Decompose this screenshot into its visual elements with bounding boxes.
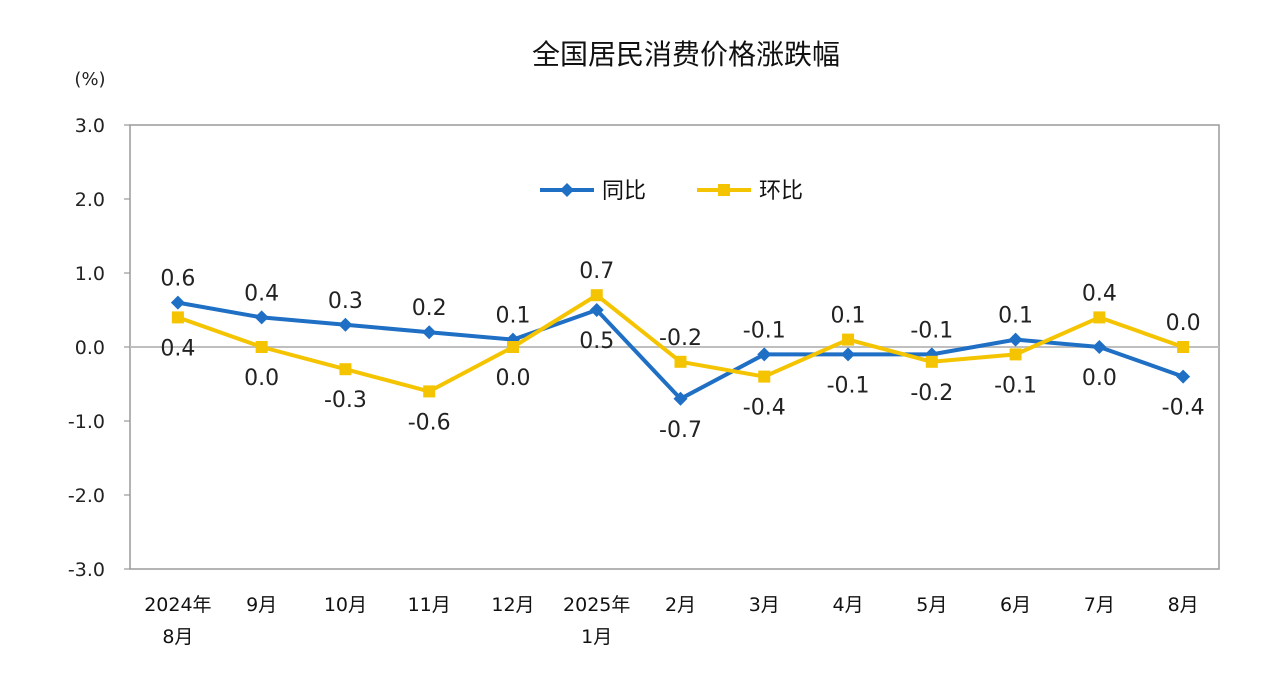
x-tick-label: 6月	[1000, 594, 1031, 616]
data-point-环比	[171, 311, 184, 324]
data-point-同比	[254, 310, 269, 325]
data-point-环比	[339, 363, 352, 376]
x-tick-label: 2025年	[563, 594, 630, 616]
data-label-环比: -0.1	[994, 373, 1037, 398]
legend: 同比 环比	[540, 179, 803, 204]
legend-marker	[560, 183, 574, 197]
data-point-环比	[506, 341, 519, 353]
data-label-同比: -0.1	[743, 318, 786, 343]
data-label-同比: 0.1	[998, 304, 1033, 329]
data-label-环比: 0.4	[1082, 281, 1117, 306]
data-label-环比: 0.1	[831, 304, 866, 329]
data-point-同比	[1008, 332, 1023, 347]
chart-title: 全国居民消费价格涨跌幅	[532, 38, 840, 71]
data-point-同比	[1092, 340, 1107, 354]
data-point-同比	[170, 295, 185, 310]
x-tick-label: 5月	[916, 594, 947, 616]
y-tick-label: -1.0	[68, 411, 105, 433]
y-tick-label: 2.0	[75, 189, 105, 211]
x-tick-label: 8月	[162, 626, 193, 648]
data-label-环比: -0.4	[743, 396, 786, 421]
legend-label: 环比	[759, 179, 803, 204]
data-point-环比	[1009, 348, 1022, 361]
data-label-同比: 0.5	[579, 329, 614, 354]
y-tick-label: 0.0	[75, 337, 105, 359]
data-label-环比: -0.2	[659, 326, 702, 351]
data-label-环比: 0.0	[495, 366, 530, 391]
y-tick-label: 1.0	[75, 263, 105, 285]
x-tick-label: 8月	[1168, 594, 1199, 616]
legend-marker	[718, 184, 730, 196]
y-axis: 3.0 2.0 1.0 0.0 -1.0 -2.0 -3.0	[68, 115, 130, 581]
y-tick-label: -3.0	[68, 559, 105, 581]
data-point-同比	[1176, 369, 1191, 384]
data-point-同比	[757, 347, 772, 362]
data-label-环比: -0.3	[324, 388, 367, 413]
data-label-同比: 0.1	[495, 304, 530, 329]
data-point-同比	[673, 391, 688, 406]
data-label-同比: 0.6	[160, 267, 195, 292]
data-point-环比	[674, 355, 687, 368]
data-label-同比: -0.1	[827, 373, 870, 398]
x-tick-label: 9月	[246, 594, 277, 616]
data-point-环比	[590, 289, 603, 302]
x-tick-label: 12月	[491, 594, 534, 616]
data-label-同比: -0.4	[1162, 396, 1205, 421]
x-tick-label: 2024年	[144, 594, 211, 616]
data-point-环比	[758, 370, 771, 383]
x-tick-label: 10月	[324, 594, 367, 616]
x-tick-label: 1月	[581, 626, 612, 648]
x-tick-label: 3月	[749, 594, 780, 616]
y-tick-label: 3.0	[75, 115, 105, 137]
data-point-同比	[422, 325, 437, 340]
data-point-环比	[1177, 341, 1190, 353]
data-point-环比	[255, 341, 268, 353]
y-axis-unit-label: (%)	[74, 69, 105, 90]
legend-label: 同比	[602, 179, 646, 204]
data-label-同比: 0.4	[244, 281, 279, 306]
data-label-同比: 0.0	[1082, 366, 1117, 391]
data-label-环比: 0.7	[579, 259, 614, 284]
data-label-环比: 0.0	[244, 366, 279, 391]
data-label-环比: -0.2	[910, 381, 953, 406]
data-label-同比: -0.7	[659, 418, 702, 443]
data-point-环比	[1093, 311, 1106, 324]
data-point-同比	[338, 317, 353, 332]
data-label-同比: 0.2	[412, 296, 447, 321]
x-tick-label: 7月	[1084, 594, 1115, 616]
x-tick-label: 11月	[408, 594, 451, 616]
data-label-同比: 0.3	[328, 289, 363, 314]
data-label-同比: -0.1	[910, 318, 953, 343]
x-tick-label: 4月	[832, 594, 863, 616]
data-label-环比: 0.4	[160, 336, 195, 361]
data-labels: 0.6 0.4 0.3 0.2 0.1 0.5 -0.7 -0.1 -0.1 -0.1 0.1 0.0…	[160, 259, 1204, 443]
x-axis: 2024年 8月 9月 10月 11月 12月 2025年 1月 2月 3月 4月 5月 6月 7月 8月	[144, 594, 1198, 648]
data-point-同比	[841, 347, 856, 362]
data-point-同比	[589, 303, 604, 317]
x-tick-label: 2月	[665, 594, 696, 616]
data-point-环比	[423, 385, 436, 398]
data-label-环比: -0.6	[408, 410, 451, 435]
data-point-环比	[842, 333, 855, 346]
series-group	[170, 289, 1191, 406]
data-point-环比	[925, 355, 938, 368]
y-tick-label: -2.0	[68, 485, 105, 507]
data-label-环比: 0.0	[1166, 311, 1201, 336]
